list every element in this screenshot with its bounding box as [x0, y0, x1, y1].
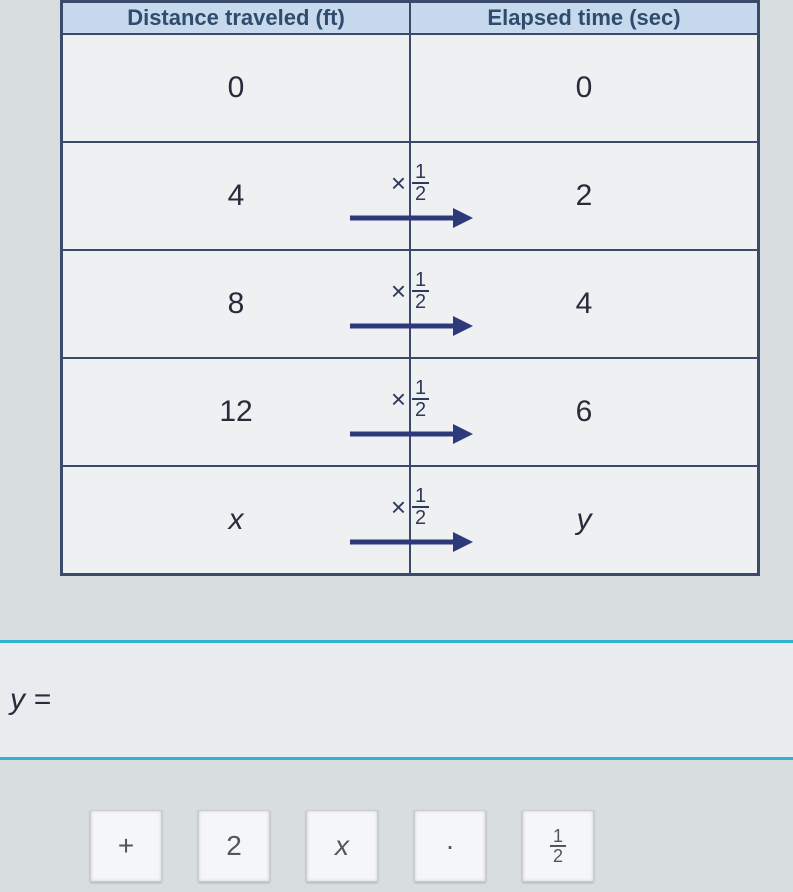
answer-input-band[interactable]: y =	[0, 640, 793, 760]
multiply-arrow: ×12	[345, 162, 475, 230]
table-row: xy×12	[62, 466, 758, 574]
arrow-icon	[345, 206, 475, 230]
arrow-icon	[345, 530, 475, 554]
table-row: 42×12	[62, 142, 758, 250]
header-left: Distance traveled (ft)	[62, 2, 410, 34]
multiply-label: ×12	[391, 270, 429, 312]
plus-button[interactable]: +	[90, 810, 162, 882]
two-button[interactable]: 2	[198, 810, 270, 882]
cell-left: 0	[62, 34, 410, 142]
multiply-label: ×12	[391, 486, 429, 528]
equation-prefix: y =	[10, 683, 51, 717]
arrow-icon	[345, 314, 475, 338]
x-button[interactable]: x	[306, 810, 378, 882]
data-table: Distance traveled (ft) Elapsed time (sec…	[60, 0, 760, 576]
multiply-arrow: ×12	[345, 486, 475, 554]
arrow-icon	[345, 422, 475, 446]
table-row: 126×12	[62, 358, 758, 466]
table-row: 84×12	[62, 250, 758, 358]
multiply-arrow: ×12	[345, 270, 475, 338]
multiply-label: ×12	[391, 162, 429, 204]
table-header-row: Distance traveled (ft) Elapsed time (sec…	[62, 2, 758, 34]
cell-right: 0	[410, 34, 758, 142]
header-right: Elapsed time (sec)	[410, 2, 758, 34]
multiply-label: ×12	[391, 378, 429, 420]
multiply-arrow: ×12	[345, 378, 475, 446]
table-row: 00	[62, 34, 758, 142]
half-button[interactable]: 12	[522, 810, 594, 882]
keypad-row: +2x · 12	[0, 810, 793, 882]
dot-button[interactable]: ·	[414, 810, 486, 882]
